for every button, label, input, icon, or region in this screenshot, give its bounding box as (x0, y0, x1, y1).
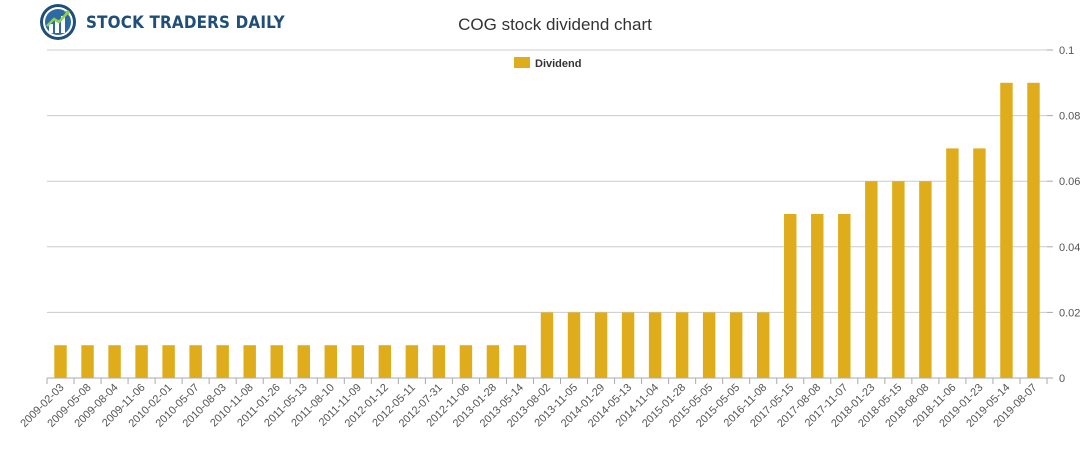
x-axis-ticks: 2009-02-032009-05-082009-08-042009-11-06… (18, 378, 1048, 430)
bar[interactable] (459, 345, 473, 378)
y-tick-label: 0 (1059, 373, 1065, 385)
grid-lines (47, 49, 1047, 379)
bar[interactable] (270, 345, 283, 378)
chart-title: COG stock dividend chart (458, 15, 652, 34)
bar[interactable] (351, 345, 365, 378)
y-tick-label: 0.1 (1059, 45, 1074, 57)
bar[interactable] (162, 345, 175, 378)
bar[interactable] (243, 345, 256, 378)
bar[interactable] (54, 345, 67, 378)
bar[interactable] (1027, 82, 1040, 379)
y-tick-label: 0.08 (1059, 111, 1080, 123)
brand-name: STOCK TRADERS DAILY (86, 12, 285, 32)
y-tick-label: 0.04 (1059, 242, 1080, 254)
bar[interactable] (621, 312, 635, 378)
bar[interactable] (108, 345, 121, 378)
bar[interactable] (540, 312, 554, 378)
bar[interactable] (81, 345, 94, 378)
bar[interactable] (811, 214, 824, 378)
bar[interactable] (973, 148, 986, 378)
bar[interactable] (405, 345, 419, 378)
bar[interactable] (946, 148, 959, 378)
bar[interactable] (189, 345, 202, 378)
bar[interactable] (135, 345, 148, 378)
bar[interactable] (378, 345, 392, 378)
bar[interactable] (919, 181, 932, 378)
brand-logo[interactable]: STOCK TRADERS DAILY (38, 2, 302, 42)
bar[interactable] (513, 345, 527, 378)
y-tick-label: 0.06 (1059, 176, 1080, 188)
legend-label: Dividend (535, 58, 581, 70)
bar[interactable] (297, 345, 310, 378)
y-tick-label: 0.02 (1059, 307, 1080, 319)
bar[interactable] (892, 181, 905, 378)
bar[interactable] (865, 181, 878, 378)
bar[interactable] (729, 312, 743, 378)
bar[interactable] (648, 312, 662, 378)
bar[interactable] (594, 312, 608, 378)
chart-globe-logo-icon (40, 4, 76, 40)
bar[interactable] (784, 214, 797, 378)
bar[interactable] (675, 312, 689, 378)
bar[interactable] (702, 312, 716, 378)
bar-series (54, 82, 1040, 379)
bar[interactable] (432, 345, 446, 378)
y-axis-ticks: 0 0.02 0.04 0.06 0.08 0.1 (1047, 45, 1080, 385)
bar[interactable] (1000, 82, 1013, 379)
bar[interactable] (567, 312, 581, 378)
bar[interactable] (757, 312, 770, 378)
bar[interactable] (838, 214, 851, 378)
legend-swatch (514, 57, 530, 68)
bar[interactable] (324, 345, 337, 378)
bar[interactable] (216, 345, 229, 378)
bar[interactable] (486, 345, 500, 378)
legend: Dividend (514, 57, 581, 70)
